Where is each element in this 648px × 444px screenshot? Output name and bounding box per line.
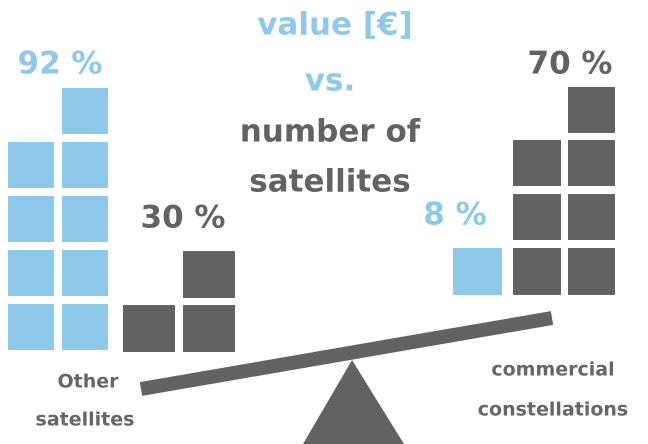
- count-squares-left: [123, 251, 235, 352]
- infographic: value [€] vs. number of satellites 92 % …: [0, 0, 648, 444]
- count-share: 70 %: [528, 46, 613, 82]
- fulcrum: [303, 360, 404, 444]
- group-label: satellites: [36, 409, 135, 431]
- square: [568, 140, 615, 186]
- square: [62, 250, 108, 296]
- value-share: 8 %: [423, 197, 486, 233]
- square: [62, 196, 108, 242]
- title-line: satellites: [249, 164, 410, 200]
- square: [568, 87, 615, 133]
- group-label: Other: [57, 371, 119, 393]
- value-share: 92 %: [18, 46, 103, 82]
- title-line: number of: [240, 114, 421, 150]
- square: [62, 88, 108, 134]
- square: [183, 305, 235, 352]
- square: [123, 305, 175, 352]
- square: [62, 142, 108, 188]
- square: [568, 248, 615, 295]
- square: [62, 304, 108, 350]
- square: [513, 194, 561, 240]
- title-line: value [€]: [257, 7, 413, 43]
- square: [8, 304, 54, 350]
- title-line: vs.: [305, 63, 355, 99]
- square: [8, 250, 54, 296]
- group-label: constellations: [478, 399, 628, 421]
- value-squares-left: [8, 88, 108, 350]
- group-label: commercial: [491, 359, 614, 381]
- square: [8, 196, 54, 242]
- count-share: 30 %: [141, 200, 226, 236]
- square: [8, 142, 54, 188]
- square: [513, 248, 561, 295]
- square: [183, 251, 235, 298]
- count-squares-right: [513, 87, 615, 295]
- square: [513, 140, 561, 186]
- square: [568, 194, 615, 240]
- value-square-right: [453, 248, 502, 295]
